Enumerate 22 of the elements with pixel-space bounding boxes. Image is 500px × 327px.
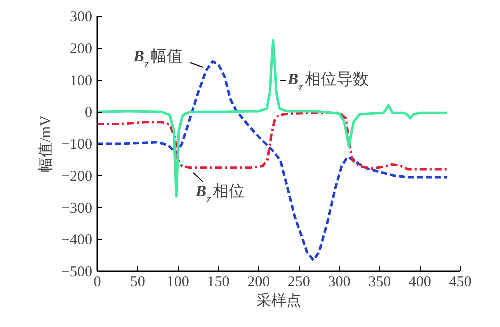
y-axis-title: 幅值/mV [38,116,55,172]
x-axis-title: 采样点 [256,292,302,310]
x-tick-label: 150 [207,274,230,290]
y-tick-label: −200 [62,168,93,185]
x-tick-label: 250 [288,274,310,290]
x-tick-label: 400 [408,274,432,290]
x-tick-label: 300 [328,274,351,290]
y-tick-label: 0 [85,105,92,122]
y-tick-label: −100 [62,137,93,153]
y-tick-label: −300 [62,200,93,217]
line-series [98,39,449,198]
y-tick-label: 100 [70,73,92,90]
y-tick-label: 200 [70,41,92,58]
x-tick-label: 50 [130,274,146,290]
y-tick-label: 300 [70,10,92,26]
y-tick-label: −400 [62,232,93,249]
x-tick-label: 200 [248,274,270,290]
x-tick-label: 450 [449,274,472,290]
x-tick-label: 350 [368,274,392,290]
line-series [98,112,449,171]
y-tick-label: −500 [62,264,93,280]
x-tick-label: 100 [166,274,190,290]
